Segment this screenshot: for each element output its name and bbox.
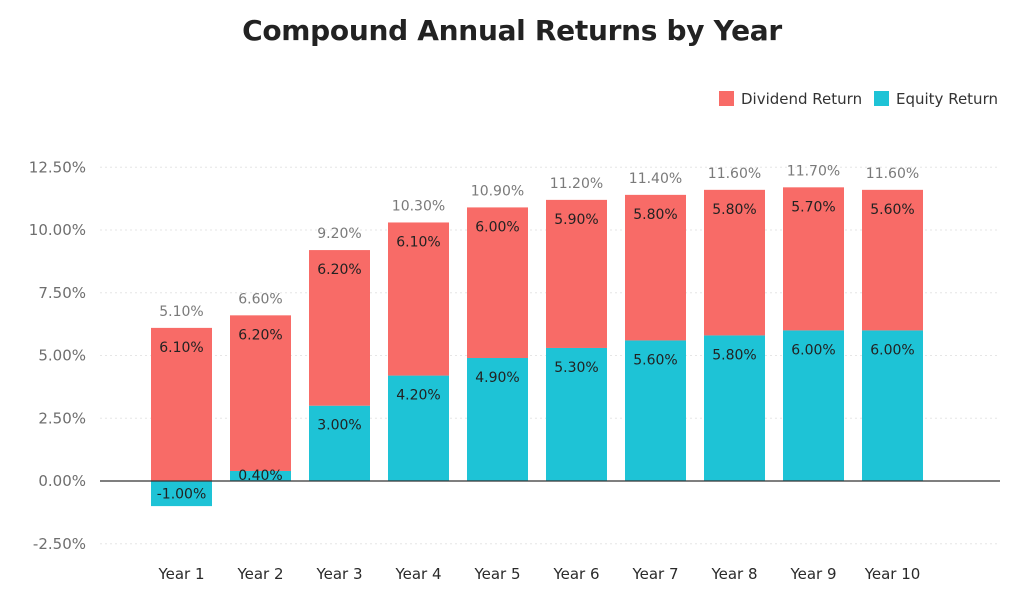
legend-label-equity: Equity Return <box>896 90 998 108</box>
dividend-bar <box>467 207 528 359</box>
x-tick-label: Year 1 <box>157 565 204 583</box>
equity-data-label: 0.40% <box>238 468 282 484</box>
total-data-label: 9.20% <box>317 226 361 242</box>
equity-bar <box>309 405 370 481</box>
y-tick-label: 2.50% <box>38 409 86 427</box>
dividend-data-label: 5.80% <box>633 207 677 223</box>
y-tick-label: 5.00% <box>38 347 86 365</box>
equity-data-label: 5.30% <box>554 360 598 376</box>
dividend-data-label: 5.90% <box>554 212 598 228</box>
total-data-label: 5.10% <box>159 304 203 320</box>
equity-bar <box>151 481 212 507</box>
total-data-label: 11.60% <box>708 166 761 182</box>
equity-bar <box>467 358 528 481</box>
dividend-bar <box>309 250 370 406</box>
y-tick-label: 10.00% <box>29 221 86 239</box>
dividend-data-label: 6.00% <box>475 219 519 235</box>
x-tick-label: Year 5 <box>473 565 520 583</box>
total-data-label: 10.90% <box>471 183 524 199</box>
dividend-data-label: 6.10% <box>396 234 440 250</box>
dividend-bar <box>783 187 844 331</box>
y-tick-label: 0.00% <box>38 472 86 490</box>
x-tick-label: Year 10 <box>864 565 921 583</box>
equity-data-label: 6.00% <box>791 342 835 358</box>
total-data-label: 11.70% <box>787 163 840 179</box>
equity-bar <box>546 347 607 481</box>
x-tick-label: Year 4 <box>394 565 441 583</box>
legend-swatch-dividend <box>719 91 734 106</box>
equity-data-label: 5.80% <box>712 347 756 363</box>
x-tick-label: Year 6 <box>552 565 599 583</box>
equity-bar <box>704 335 765 481</box>
dividend-bar <box>230 315 291 471</box>
dividend-bar <box>704 189 765 336</box>
dividend-data-label: 5.70% <box>791 199 835 215</box>
equity-bar <box>230 470 291 481</box>
x-tick-label: Year 7 <box>631 565 678 583</box>
dividend-data-label: 6.10% <box>159 340 203 356</box>
total-data-label: 11.40% <box>629 171 682 187</box>
dividend-bar <box>151 327 212 481</box>
equity-data-label: -1.00% <box>157 487 207 503</box>
equity-data-label: 4.90% <box>475 370 519 386</box>
total-data-label: 6.60% <box>238 291 282 307</box>
x-tick-label: Year 3 <box>315 565 362 583</box>
total-data-label: 11.20% <box>550 176 603 192</box>
equity-bar <box>862 330 923 481</box>
equity-data-label: 4.20% <box>396 388 440 404</box>
total-data-label: 10.30% <box>392 198 445 214</box>
equity-bar <box>783 330 844 481</box>
x-tick-label: Year 9 <box>789 565 836 583</box>
legend-swatch-equity <box>874 91 889 106</box>
y-tick-label: -2.50% <box>33 535 86 553</box>
dividend-bar <box>625 194 686 341</box>
equity-data-label: 3.00% <box>317 418 361 434</box>
equity-bar <box>625 340 686 481</box>
chart-title: Compound Annual Returns by Year <box>242 14 782 47</box>
x-tick-label: Year 8 <box>710 565 757 583</box>
equity-bar <box>388 375 449 481</box>
dividend-data-label: 6.20% <box>238 327 282 343</box>
dividend-data-label: 5.80% <box>712 202 756 218</box>
dividend-data-label: 5.60% <box>870 202 914 218</box>
dividend-bar <box>546 199 607 348</box>
equity-data-label: 5.60% <box>633 352 677 368</box>
dividend-bar <box>388 222 449 376</box>
equity-data-label: 6.00% <box>870 342 914 358</box>
total-data-label: 11.60% <box>866 166 919 182</box>
x-tick-label: Year 2 <box>236 565 283 583</box>
y-tick-label: 12.50% <box>29 158 86 176</box>
y-tick-label: 7.50% <box>38 284 86 302</box>
legend-label-dividend: Dividend Return <box>741 90 862 108</box>
dividend-bar <box>862 189 923 331</box>
dividend-data-label: 6.20% <box>317 262 361 278</box>
